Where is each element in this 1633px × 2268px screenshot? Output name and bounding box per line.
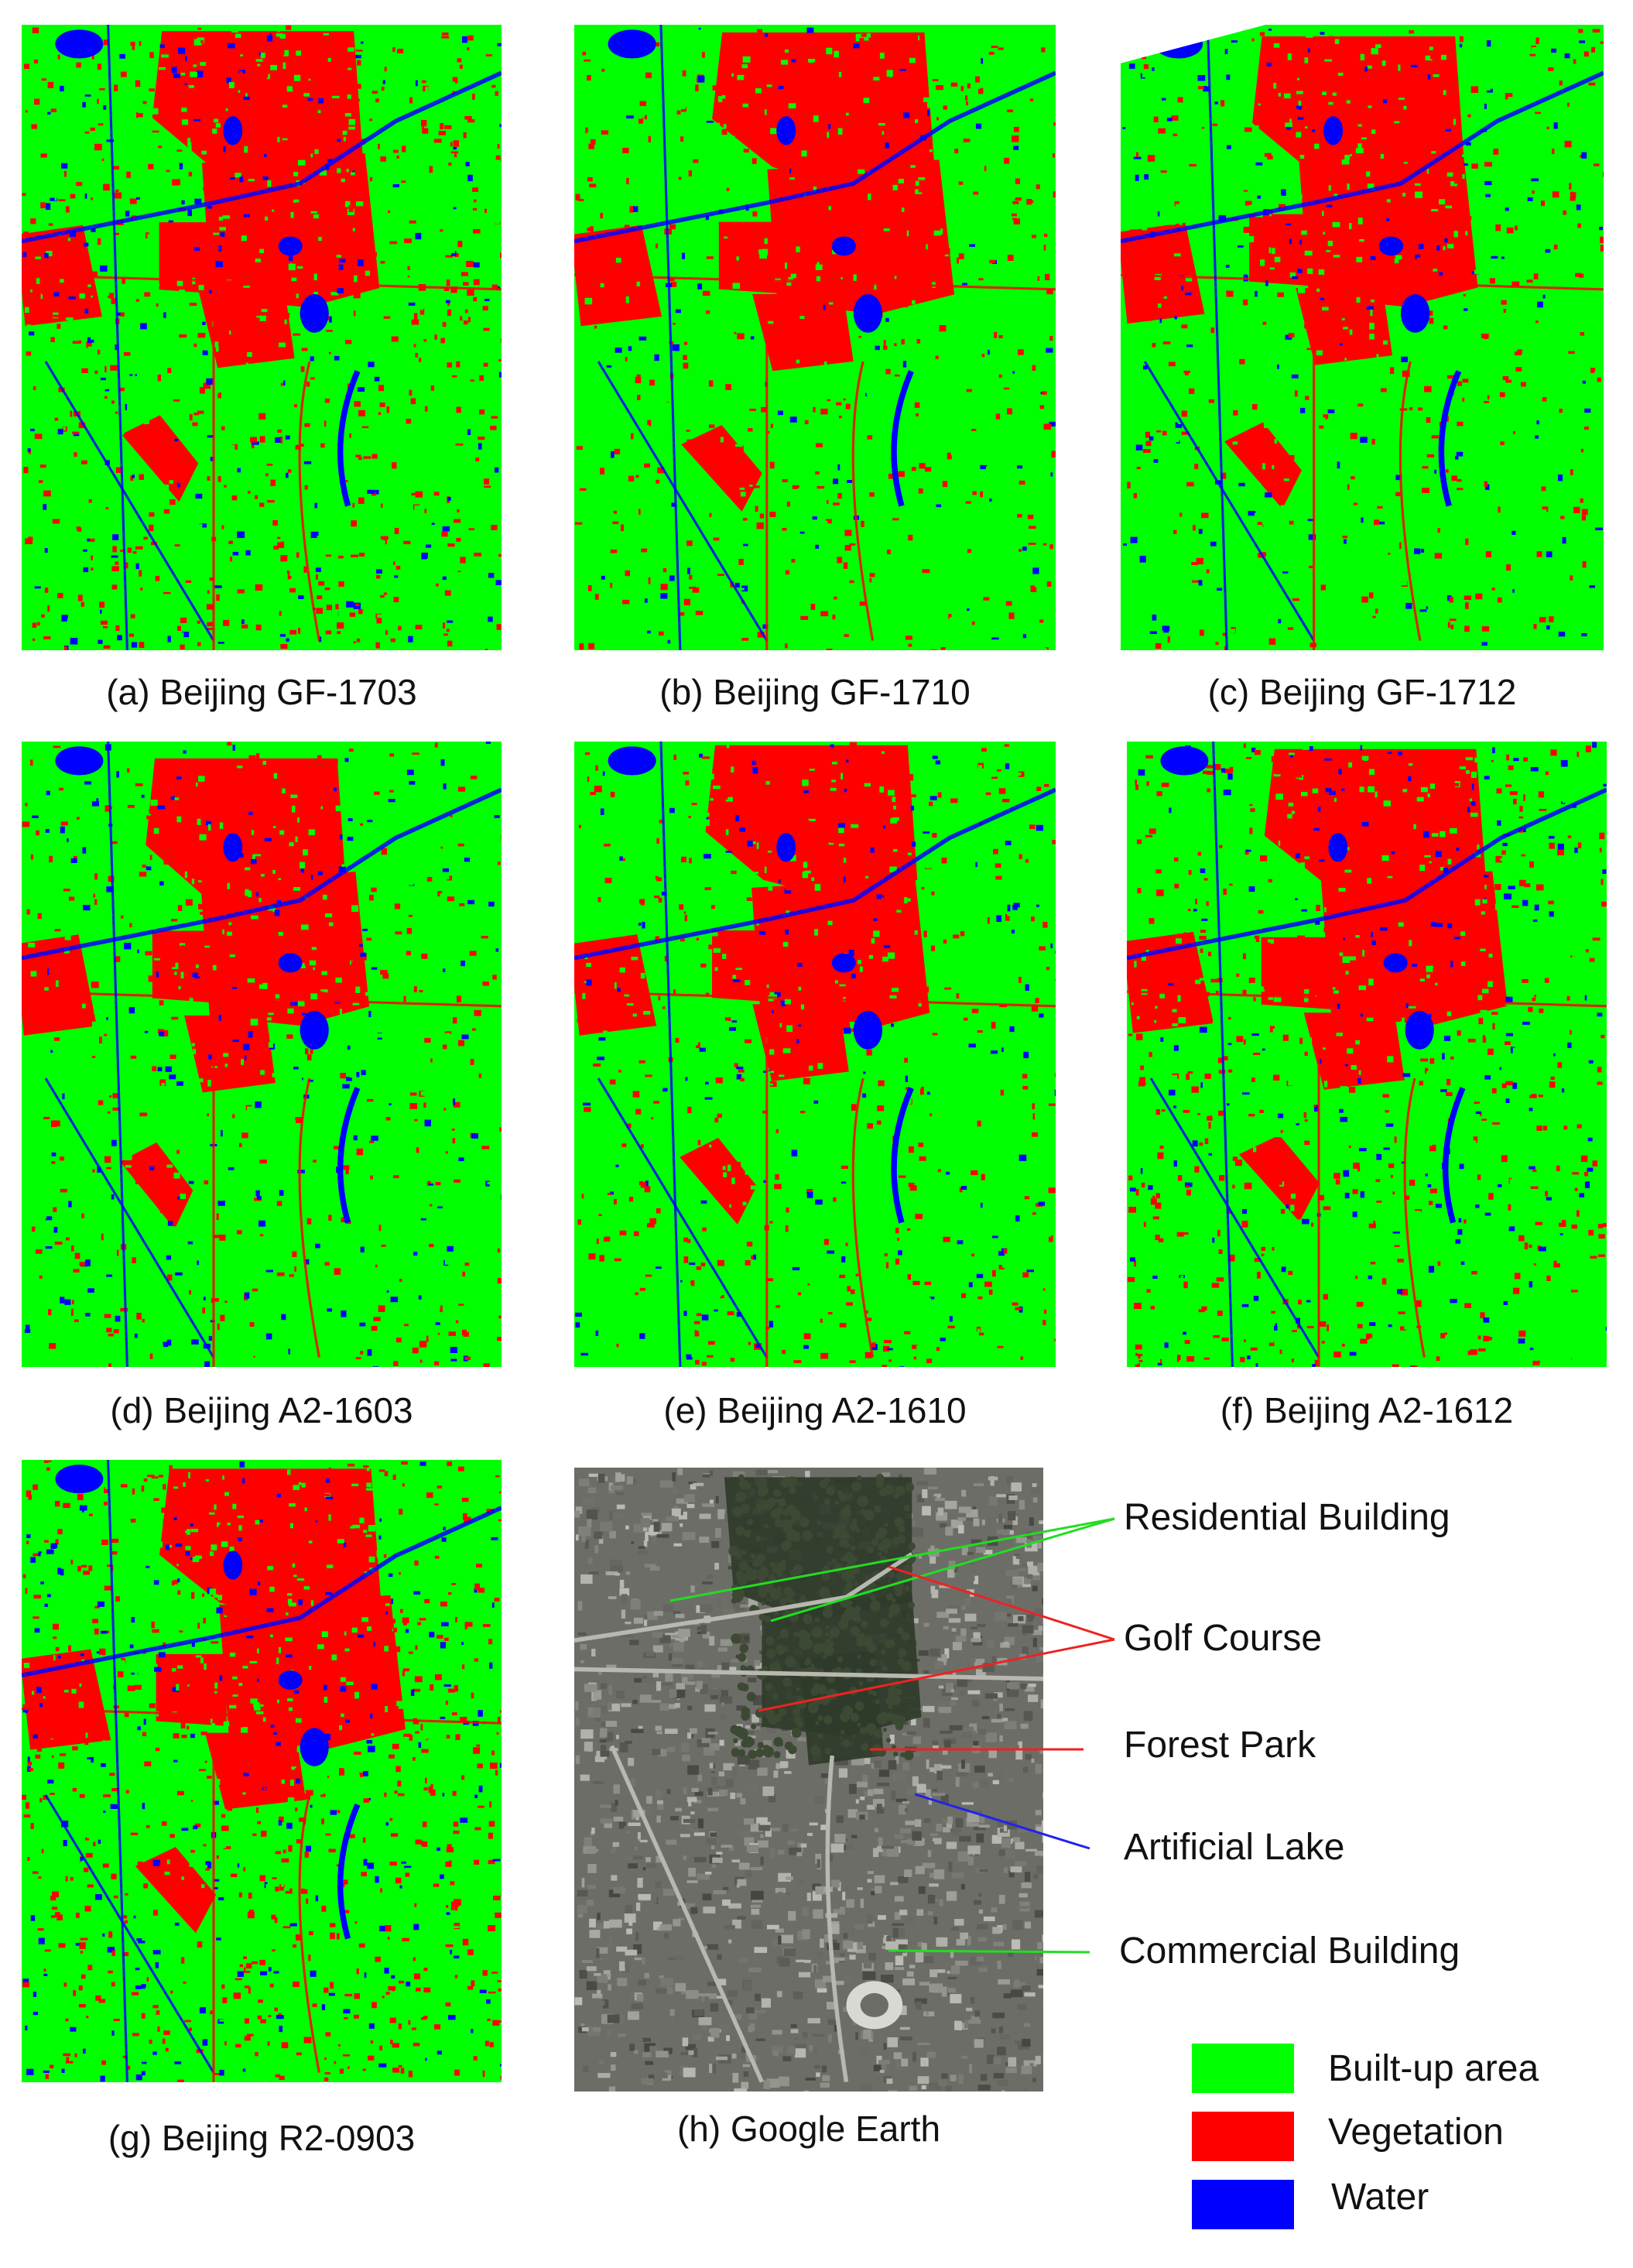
annotation-residential-building: Residential Building <box>1124 1497 1450 1538</box>
annotation-artificial-lake: Artificial Lake <box>1124 1827 1345 1868</box>
map-panel-d <box>22 742 502 1367</box>
caption-e: (e) Beijing A2-1610 <box>663 1390 967 1430</box>
classification-map <box>574 25 1056 650</box>
classification-map <box>574 742 1056 1367</box>
map-panel-g <box>22 1460 502 2082</box>
legend-swatch-built-up <box>1192 2044 1294 2093</box>
classification-map <box>22 25 502 650</box>
legend-swatch-vegetation <box>1192 2112 1294 2161</box>
caption-d: (d) Beijing A2-1603 <box>110 1390 413 1430</box>
map-panel-c <box>1121 25 1604 650</box>
satellite-panel-h <box>574 1468 1043 2092</box>
annotation-forest-park: Forest Park <box>1124 1725 1316 1766</box>
legend-label-water: Water <box>1331 2177 1429 2218</box>
map-panel-a <box>22 25 502 650</box>
annotation-golf-course: Golf Course <box>1124 1618 1323 1659</box>
classification-map <box>22 742 502 1367</box>
classification-map <box>22 1460 502 2082</box>
satellite-image <box>574 1468 1043 2092</box>
map-panel-b <box>574 25 1056 650</box>
legend-label-vegetation: Vegetation <box>1328 2112 1504 2153</box>
caption-c: (c) Beijing GF-1712 <box>1207 672 1517 712</box>
classification-map <box>1121 25 1604 650</box>
caption-g: (g) Beijing R2-0903 <box>108 2118 416 2158</box>
classification-map <box>1127 742 1607 1367</box>
caption-b: (b) Beijing GF-1710 <box>659 672 971 712</box>
map-panel-e <box>574 742 1056 1367</box>
legend-swatch-water <box>1192 2180 1294 2229</box>
caption-h: (h) Google Earth <box>676 2109 941 2149</box>
legend-label-built-up: Built-up area <box>1328 2048 1539 2089</box>
caption-a: (a) Beijing GF-1703 <box>106 672 417 712</box>
annotation-commercial-building: Commercial Building <box>1119 1931 1460 1972</box>
caption-f: (f) Beijing A2-1612 <box>1220 1390 1514 1430</box>
map-panel-f <box>1127 742 1607 1367</box>
